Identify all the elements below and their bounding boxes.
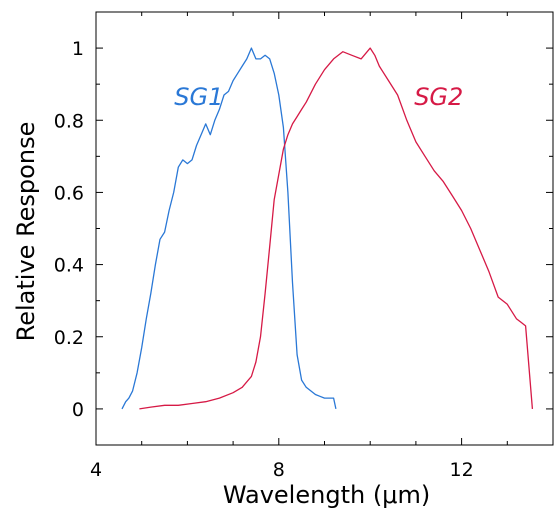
y-tick-label: 0.2 [54,327,84,349]
ticks-layer [95,12,553,445]
y-tick-label: 0.6 [54,182,84,204]
plot-frame [95,11,554,446]
x-axis-title: Wavelength (μm) [223,481,430,509]
y-axis-title: Relative Response [12,122,40,342]
y-tick-label: 0.4 [54,255,84,277]
labels-layer: 4 8 12 0 0.2 0.4 0.6 0.8 1 SG1 SG2 [54,38,474,481]
x-tick-label: 4 [90,459,102,481]
series-layer [121,47,534,410]
series-line-sg2 [139,47,534,410]
series-label-sg2: SG2 [414,83,463,111]
y-tick-label: 0.8 [54,110,84,132]
x-tick-label: 8 [273,459,285,481]
x-tick-label: 12 [450,459,474,481]
y-tick-label: 1 [72,38,84,60]
series-label-sg1: SG1 [174,83,223,111]
series-line-sg1 [121,47,337,410]
y-tick-label: 0 [72,399,84,421]
